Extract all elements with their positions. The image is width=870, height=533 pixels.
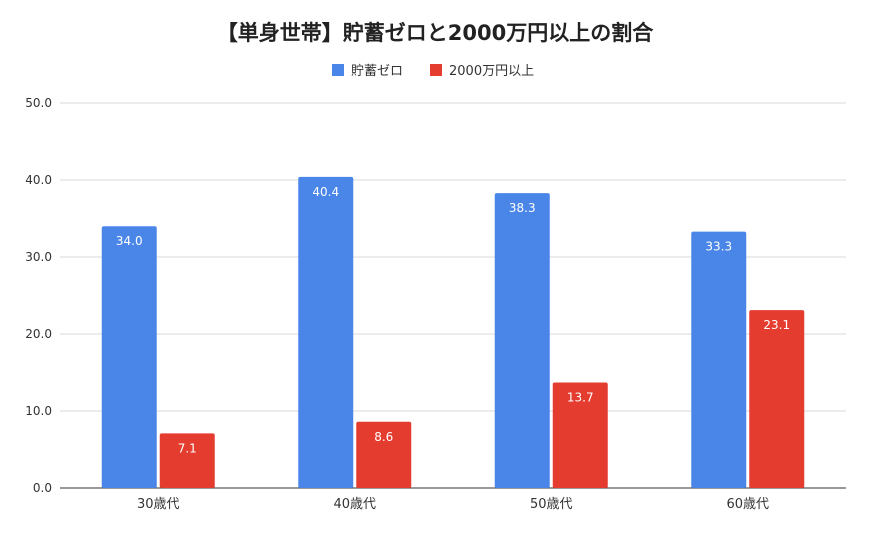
- bar-20m-plus-40s: [356, 421, 412, 488]
- legend-swatch-20m-plus: [430, 64, 442, 76]
- legend-swatch-zero-savings: [332, 64, 344, 76]
- data-label-20m-plus: 8.6: [374, 430, 393, 444]
- bar-zero-savings-50s: [494, 193, 550, 488]
- bars: [101, 176, 805, 489]
- legend: 貯蓄ゼロ 2000万円以上: [332, 64, 534, 79]
- x-category-label: 50歳代: [530, 497, 573, 512]
- x-category-label: 60歳代: [726, 497, 769, 512]
- data-label-20m-plus: 7.1: [178, 441, 197, 455]
- y-tick-label: 0.0: [33, 481, 52, 495]
- x-category-label: 40歳代: [333, 497, 376, 512]
- legend-label-zero-savings: 貯蓄ゼロ: [351, 64, 403, 79]
- y-tick-label: 10.0: [25, 404, 52, 418]
- legend-label-20m-plus: 2000万円以上: [449, 64, 534, 79]
- data-label-zero-savings: 38.3: [509, 201, 536, 215]
- y-axis-ticks: 0.0 10.0 20.0 30.0 40.0 50.0: [25, 96, 52, 495]
- bar-zero-savings-30s: [101, 226, 157, 488]
- data-label-zero-savings: 33.3: [705, 240, 732, 254]
- x-axis-categories: 30歳代 40歳代 50歳代 60歳代: [137, 497, 769, 512]
- data-label-20m-plus: 13.7: [567, 391, 594, 405]
- bar-zero-savings-60s: [691, 231, 747, 488]
- data-label-20m-plus: 23.1: [763, 318, 790, 332]
- data-label-zero-savings: 40.4: [312, 185, 339, 199]
- y-tick-label: 50.0: [25, 96, 52, 110]
- y-tick-label: 30.0: [25, 250, 52, 264]
- bar-zero-savings-40s: [298, 176, 354, 489]
- y-tick-label: 40.0: [25, 173, 52, 187]
- bar-20m-plus-50s: [552, 382, 608, 488]
- y-tick-label: 20.0: [25, 327, 52, 341]
- bar-20m-plus-60s: [749, 310, 805, 488]
- chart-title: 【単身世帯】貯蓄ゼロと2000万円以上の割合: [217, 21, 654, 45]
- data-label-zero-savings: 34.0: [116, 234, 143, 248]
- x-category-label: 30歳代: [137, 497, 180, 512]
- data-labels: 34.0 7.1 40.4 8.6 38.3 13.7 33.3 23.1: [116, 185, 790, 455]
- bar-20m-plus-30s: [159, 433, 215, 488]
